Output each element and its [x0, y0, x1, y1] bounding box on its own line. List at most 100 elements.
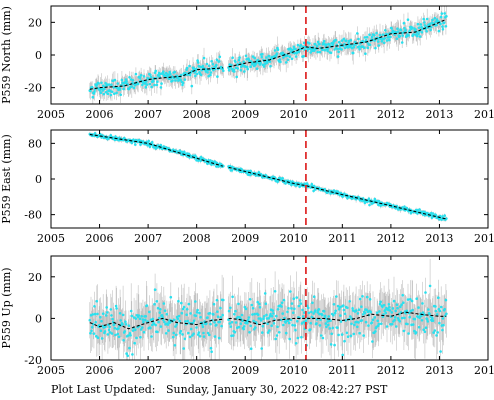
data-point	[398, 35, 402, 38]
data-point	[273, 290, 277, 293]
data-point	[199, 73, 203, 77]
data-point	[199, 159, 202, 163]
data-point	[119, 319, 122, 322]
data-point	[144, 85, 148, 89]
data-point	[426, 320, 430, 323]
x-tick-label: 2007	[134, 232, 162, 245]
data-point	[218, 55, 222, 59]
data-point	[301, 308, 304, 312]
data-point	[166, 323, 170, 326]
data-point	[435, 313, 439, 316]
data-point	[303, 311, 306, 314]
data-point	[298, 299, 302, 302]
data-point	[379, 300, 382, 304]
data-point	[346, 46, 350, 49]
data-point	[420, 314, 423, 318]
data-point	[392, 299, 396, 303]
x-tick-label: 2011	[328, 108, 356, 121]
data-point	[196, 61, 200, 64]
data-point	[216, 75, 219, 78]
data-point	[371, 340, 374, 343]
data-point	[155, 83, 159, 87]
data-point	[212, 302, 216, 306]
data-point	[378, 33, 382, 37]
data-point	[209, 322, 212, 326]
data-point	[174, 333, 178, 337]
data-point	[140, 315, 143, 318]
data-point	[131, 79, 135, 82]
data-point	[222, 298, 225, 302]
data-point	[396, 306, 399, 310]
data-point	[401, 293, 405, 297]
data-point	[231, 56, 234, 59]
data-point	[260, 55, 264, 59]
data-point	[390, 311, 394, 314]
data-point	[106, 311, 109, 314]
data-point	[237, 325, 241, 329]
data-point	[134, 72, 138, 76]
data-point	[127, 324, 131, 328]
data-point	[326, 323, 330, 327]
data-point	[350, 322, 353, 326]
data-point	[185, 313, 188, 317]
data-points	[88, 132, 448, 221]
data-point	[391, 307, 395, 310]
data-point	[441, 25, 444, 28]
data-point	[167, 329, 170, 332]
data-point	[309, 321, 313, 325]
data-point	[434, 305, 437, 308]
data-point	[205, 322, 208, 325]
data-point	[434, 309, 438, 313]
data-point	[150, 140, 154, 144]
data-point	[255, 67, 259, 70]
data-point	[420, 319, 424, 322]
data-point	[150, 335, 153, 338]
data-point	[363, 46, 366, 49]
data-point	[192, 319, 196, 323]
data-point	[239, 68, 243, 72]
data-point	[409, 211, 413, 215]
data-point	[242, 327, 245, 331]
data-point	[408, 29, 412, 32]
data-point	[168, 70, 171, 74]
data-point	[115, 307, 118, 310]
data-point	[399, 305, 402, 309]
data-point	[384, 308, 387, 312]
data-point	[318, 50, 322, 54]
data-point	[134, 83, 137, 87]
data-point	[286, 319, 290, 322]
data-point	[439, 15, 443, 19]
data-point	[302, 320, 306, 324]
data-point	[141, 326, 144, 329]
data-point	[312, 312, 315, 315]
data-point	[252, 319, 255, 323]
data-point	[159, 86, 163, 89]
data-point	[95, 334, 98, 338]
x-tick-label: 2008	[183, 364, 211, 377]
data-point	[156, 80, 159, 83]
data-point	[196, 59, 199, 62]
data-point	[247, 318, 250, 322]
data-point	[427, 308, 430, 311]
x-tick-label: 2005	[37, 232, 65, 245]
data-point	[100, 319, 103, 323]
data-point	[162, 318, 165, 322]
data-point	[429, 28, 433, 32]
data-point	[110, 83, 113, 86]
data-point	[244, 307, 248, 311]
data-point	[167, 74, 170, 77]
data-point	[130, 85, 134, 88]
data-point	[365, 295, 369, 299]
data-point	[180, 301, 183, 305]
data-point	[160, 314, 164, 317]
data-point	[268, 60, 272, 63]
data-point	[261, 331, 264, 334]
data-point	[445, 217, 448, 220]
data-point	[156, 330, 159, 334]
data-point	[106, 92, 110, 96]
data-point	[439, 350, 442, 353]
data-point	[405, 309, 409, 313]
data-point	[119, 93, 122, 96]
data-point	[125, 352, 128, 355]
